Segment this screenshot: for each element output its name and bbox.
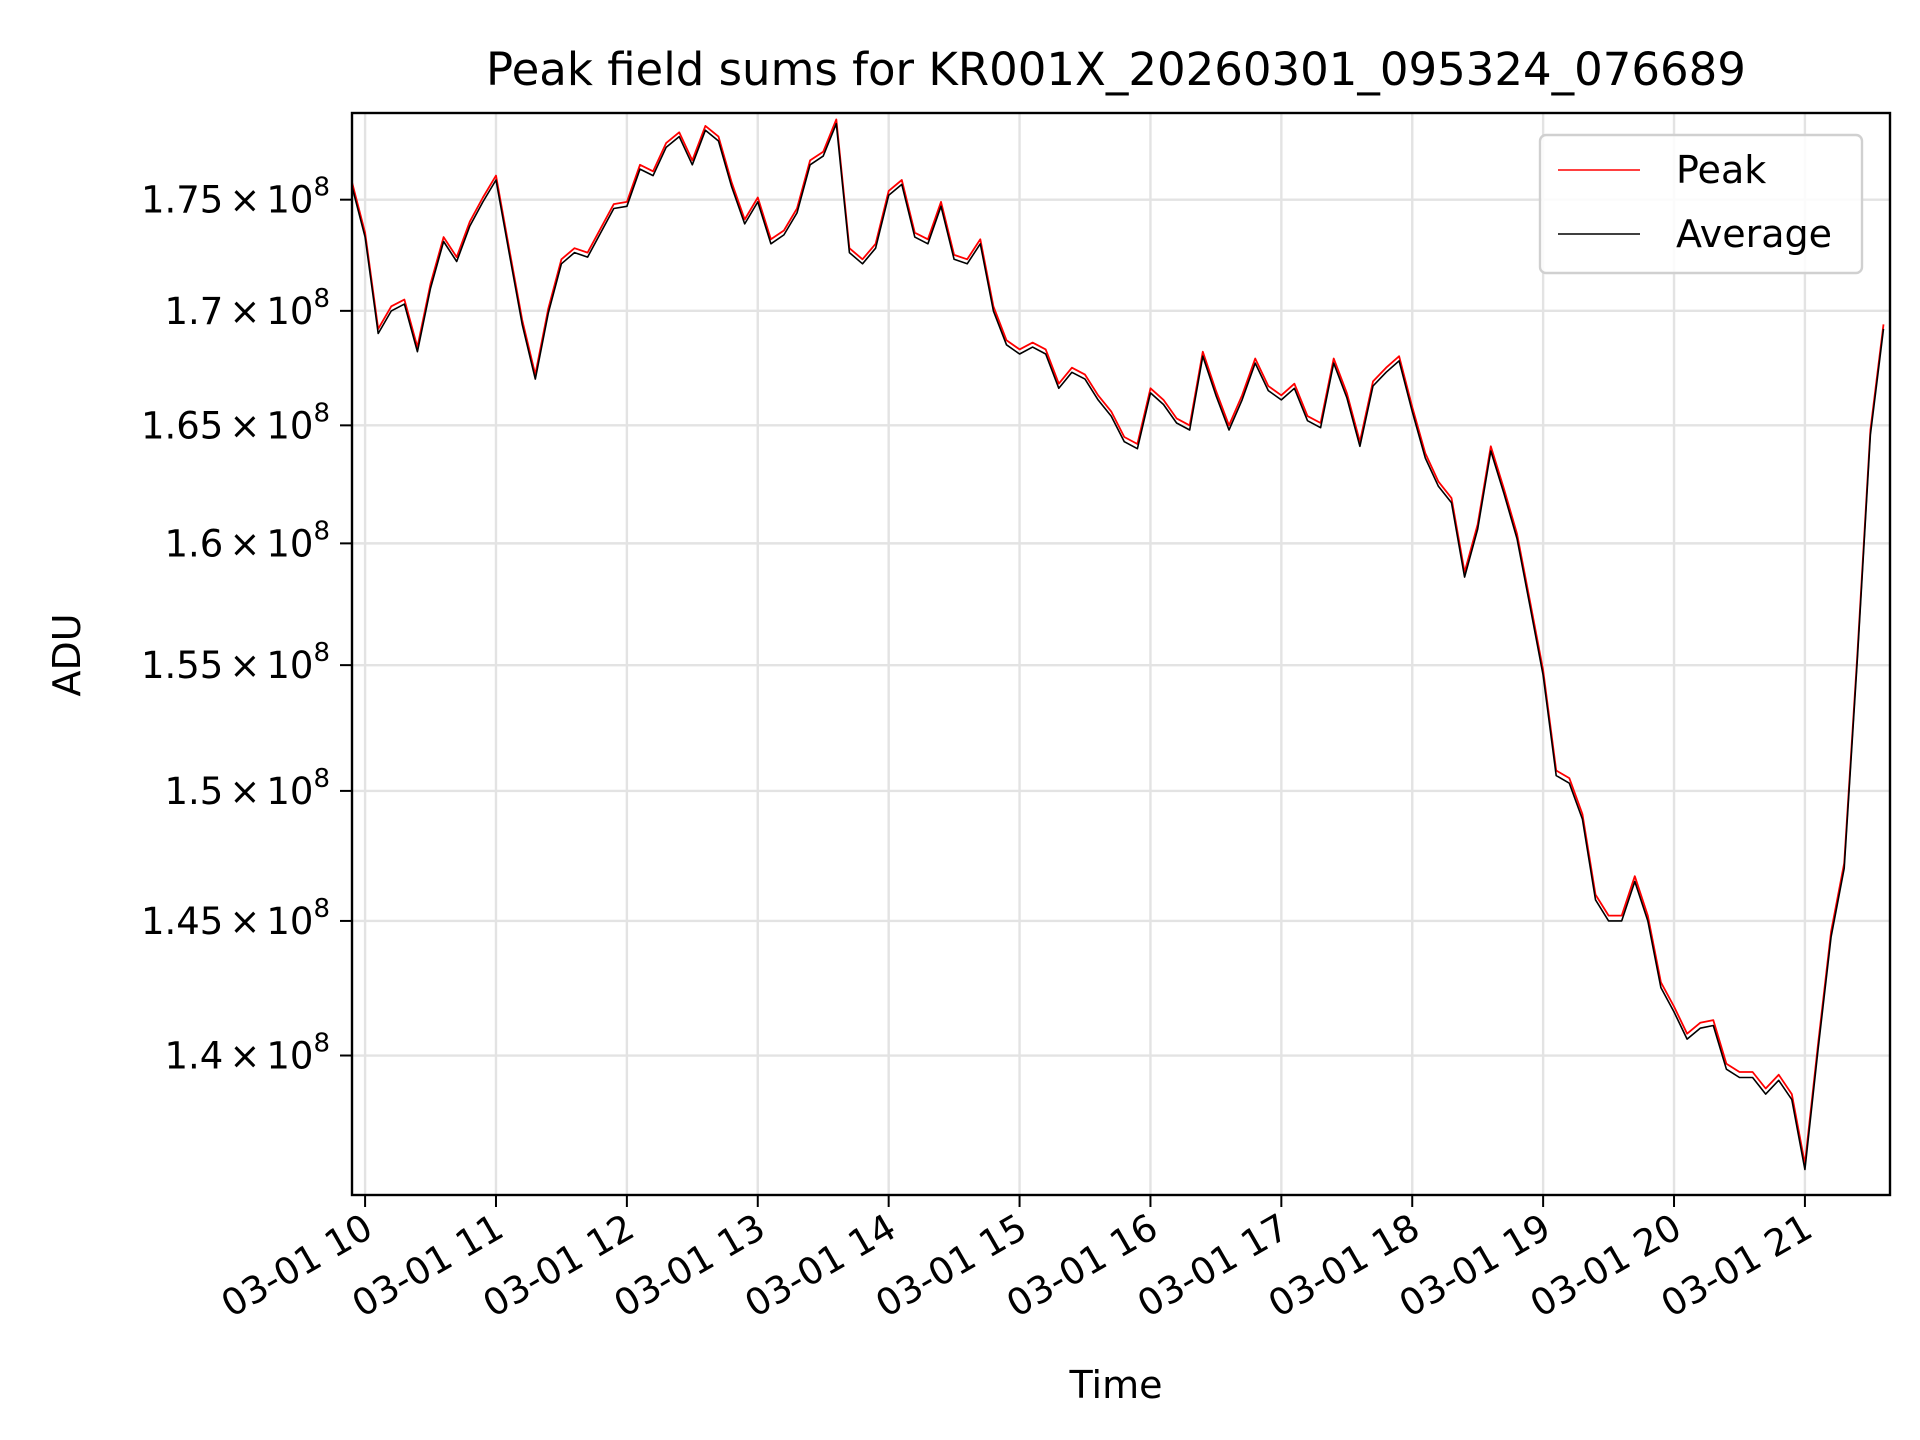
y-tick-base: 10: [266, 644, 313, 687]
y-tick-mantissa: 1.6: [165, 522, 224, 565]
legend: Peak Average: [1538, 133, 1864, 275]
y-tick-exp: 8: [313, 894, 330, 924]
series-line-peak: [351, 118, 1885, 1165]
y-axis-label: ADU: [45, 613, 89, 696]
y-tick-mantissa: 1.65: [141, 404, 223, 447]
y-tick-exp: 8: [313, 638, 330, 668]
y-tick-label: 1.65 × 108: [141, 398, 330, 447]
y-tick-exp: 8: [313, 284, 330, 314]
y-tick-label: 1.7 × 108: [165, 284, 331, 333]
y-tick-mantissa: 1.7: [165, 290, 224, 333]
y-tick-base: 10: [266, 404, 313, 447]
y-tick-mantissa: 1.75: [141, 179, 223, 222]
y-tick-exp: 8: [313, 764, 330, 794]
y-tick-label: 1.45 × 108: [141, 894, 330, 943]
y-tick-base: 10: [266, 179, 313, 222]
y-tick-times: ×: [229, 522, 260, 565]
y-tick-times: ×: [229, 404, 260, 447]
x-axis-label: Time: [1069, 1363, 1163, 1407]
y-tick-base: 10: [266, 522, 313, 565]
y-tick-base: 10: [266, 1035, 313, 1078]
y-tick-mantissa: 1.45: [141, 900, 223, 943]
y-tick-times: ×: [229, 644, 260, 687]
y-tick-label: 1.4 × 108: [165, 1029, 331, 1078]
y-tick-exp: 8: [313, 1029, 330, 1059]
y-tick-base: 10: [266, 900, 313, 943]
y-tick-times: ×: [229, 900, 260, 943]
y-tick-label: 1.75 × 108: [141, 173, 330, 222]
y-tick-exp: 8: [313, 173, 330, 203]
y-tick-mantissa: 1.5: [165, 770, 224, 813]
y-tick-times: ×: [229, 290, 260, 333]
y-tick-times: ×: [229, 770, 260, 813]
legend-label-average: Average: [1676, 212, 1832, 256]
y-tick-base: 10: [266, 770, 313, 813]
y-tick-label: 1.6 × 108: [165, 516, 331, 565]
y-tick-exp: 8: [313, 516, 330, 546]
y-tick-times: ×: [229, 179, 260, 222]
y-tick-mantissa: 1.4: [165, 1035, 224, 1078]
y-tick-label: 1.5 × 108: [165, 764, 331, 813]
plot-frame: [350, 111, 1892, 1197]
y-tick-base: 10: [266, 290, 313, 333]
legend-label-peak: Peak: [1676, 148, 1766, 192]
y-tick-mantissa: 1.55: [141, 644, 223, 687]
y-tick-exp: 8: [313, 398, 330, 428]
series-line-average: [351, 122, 1885, 1171]
y-tick-label: 1.55 × 108: [141, 638, 330, 687]
chart-title: Peak field sums for KR001X_20260301_0953…: [486, 43, 1746, 96]
series-layer: [351, 118, 1885, 1171]
y-tick-times: ×: [229, 1035, 260, 1078]
